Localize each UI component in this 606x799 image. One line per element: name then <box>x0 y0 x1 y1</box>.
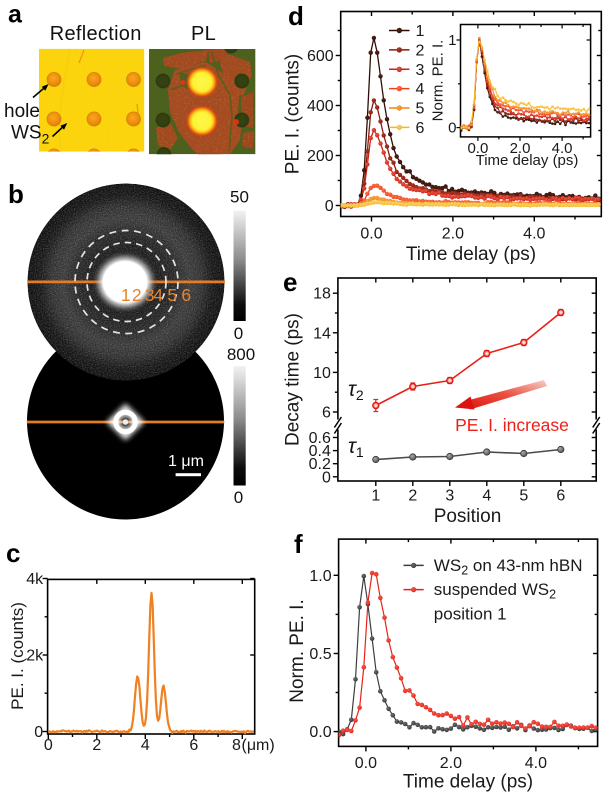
svg-text:1.0: 1.0 <box>309 568 331 585</box>
svg-text:18: 18 <box>313 286 331 303</box>
svg-text:2: 2 <box>132 285 142 305</box>
svg-text:4k: 4k <box>26 571 44 588</box>
svg-text:0.5: 0.5 <box>309 646 331 663</box>
svg-text:0.0: 0.0 <box>360 226 382 243</box>
svg-text:position 1: position 1 <box>434 605 507 624</box>
svg-text:e: e <box>283 267 297 297</box>
svg-text:6: 6 <box>322 405 331 422</box>
svg-text:1: 1 <box>121 285 131 305</box>
svg-text:1: 1 <box>448 32 456 49</box>
svg-text:PE. I. (counts): PE. I. (counts) <box>283 54 304 174</box>
svg-text:800: 800 <box>227 345 255 364</box>
svg-text:1: 1 <box>371 488 380 505</box>
svg-text:4: 4 <box>416 81 425 98</box>
svg-text:5: 5 <box>519 488 528 505</box>
svg-text:0: 0 <box>234 488 243 507</box>
svg-text:200: 200 <box>307 148 334 165</box>
svg-text:2.0: 2.0 <box>442 226 464 243</box>
svg-text:4.0: 4.0 <box>525 755 547 772</box>
svg-text:Norm. PE. I.: Norm. PE. I. <box>287 599 308 702</box>
svg-text:2: 2 <box>92 737 101 754</box>
svg-text:6: 6 <box>181 285 191 305</box>
svg-text:10: 10 <box>313 365 331 382</box>
svg-text:3: 3 <box>416 62 425 79</box>
svg-text:Time delay (ps): Time delay (ps) <box>403 772 533 793</box>
svg-text:6: 6 <box>416 120 425 137</box>
svg-text:0.6: 0.6 <box>309 430 331 447</box>
svg-text:2k: 2k <box>26 648 44 665</box>
svg-text:1: 1 <box>416 23 425 40</box>
svg-text:WS2 on 43-nm hBN: WS2 on 43-nm hBN <box>434 556 583 578</box>
svg-text:2.0: 2.0 <box>440 755 462 772</box>
svg-text:b: b <box>8 179 24 209</box>
svg-text:Position: Position <box>434 506 502 527</box>
svg-text:400: 400 <box>307 98 334 115</box>
svg-text:5: 5 <box>167 285 177 305</box>
svg-text:0.0: 0.0 <box>467 140 488 157</box>
svg-text:0: 0 <box>34 724 43 741</box>
svg-text:PE. I. increase: PE. I. increase <box>455 415 569 435</box>
svg-text:Decay time (ps): Decay time (ps) <box>283 313 304 446</box>
svg-text:0: 0 <box>325 198 334 215</box>
svg-text:2: 2 <box>416 42 425 59</box>
svg-text:PL: PL <box>191 23 216 45</box>
svg-text:4: 4 <box>482 488 491 505</box>
svg-text:0.0: 0.0 <box>309 724 331 741</box>
svg-text:50: 50 <box>230 188 249 207</box>
svg-text:Time delay (ps): Time delay (ps) <box>406 244 536 265</box>
svg-text:2.0: 2.0 <box>510 140 531 157</box>
svg-text:Reflection: Reflection <box>50 23 142 45</box>
svg-text:d: d <box>288 1 304 31</box>
svg-text:hole: hole <box>4 101 40 122</box>
svg-text:600: 600 <box>307 48 334 65</box>
svg-text:0: 0 <box>322 469 331 486</box>
svg-text:4: 4 <box>141 737 150 754</box>
svg-text:14: 14 <box>313 325 331 342</box>
svg-text:4.0: 4.0 <box>523 226 545 243</box>
svg-text:3: 3 <box>145 285 155 305</box>
svg-text:0: 0 <box>448 120 456 137</box>
svg-text:0.0: 0.0 <box>355 755 377 772</box>
svg-text:8: 8 <box>232 737 241 754</box>
svg-text:4.0: 4.0 <box>552 140 573 157</box>
svg-text:(μm): (μm) <box>242 737 275 754</box>
svg-text:f: f <box>294 529 303 559</box>
svg-text:2: 2 <box>408 488 417 505</box>
svg-text:a: a <box>8 1 23 29</box>
svg-text:c: c <box>6 538 20 568</box>
svg-text:0: 0 <box>44 737 53 754</box>
svg-text:6: 6 <box>556 488 565 505</box>
svg-text:0.2: 0.2 <box>309 456 331 473</box>
svg-text:Time delay (ps): Time delay (ps) <box>476 152 579 169</box>
svg-text:3: 3 <box>445 488 454 505</box>
svg-text:0: 0 <box>234 324 243 343</box>
svg-text:PE. I. (counts): PE. I. (counts) <box>8 602 27 710</box>
svg-text:5: 5 <box>416 101 425 118</box>
svg-text:1 μm: 1 μm <box>168 453 204 470</box>
svg-text:4: 4 <box>153 285 163 305</box>
svg-text:0.4: 0.4 <box>309 443 331 460</box>
svg-text:6: 6 <box>189 737 198 754</box>
svg-text:Norm. PE. I.: Norm. PE. I. <box>430 40 447 122</box>
svg-text:suspended WS2: suspended WS2 <box>434 580 556 602</box>
